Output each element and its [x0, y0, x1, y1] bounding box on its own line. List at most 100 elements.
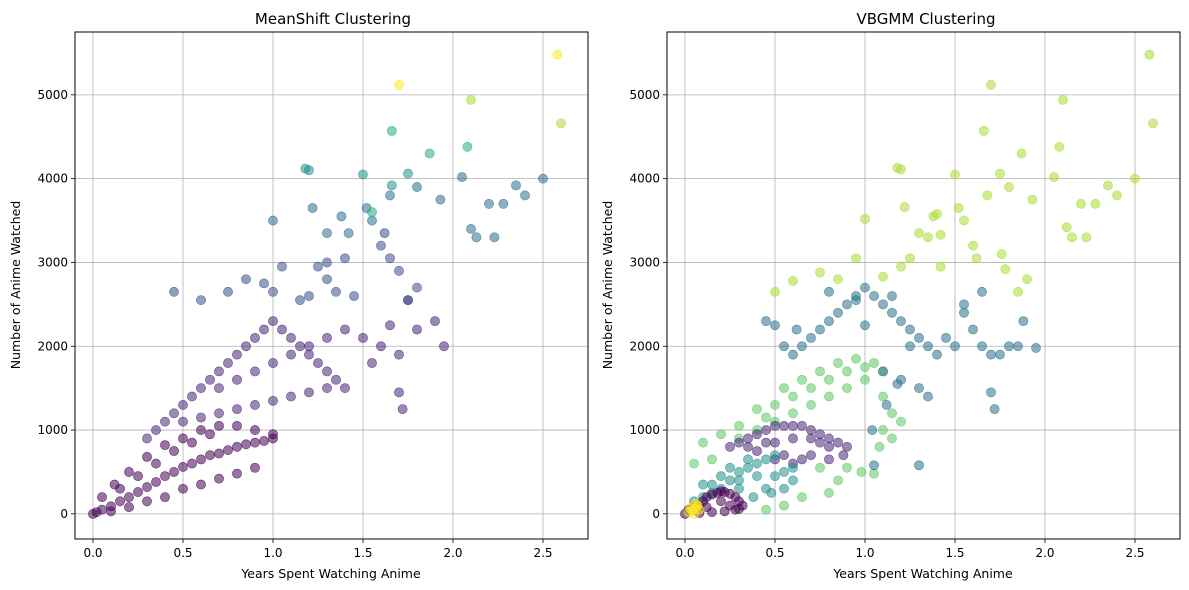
vbgmm-point-cluster-2 — [698, 479, 708, 490]
meanshift-point-cluster-0 — [124, 492, 134, 502]
vbgmm-point-cluster-2 — [752, 471, 762, 482]
vbgmm-point-cluster-6 — [896, 164, 906, 175]
vbgmm-y-label: Number of Anime Watched — [600, 201, 615, 370]
meanshift-point-cluster-0 — [178, 483, 188, 494]
vbgmm-point-cluster-1 — [842, 441, 852, 452]
vbgmm-point-cluster-1 — [779, 450, 789, 461]
vbgmm-title: VBGMM Clustering — [857, 10, 996, 28]
meanshift-y-tick-label: 5000 — [37, 88, 68, 102]
vbgmm-point-cluster-5 — [959, 307, 969, 318]
meanshift-points — [88, 49, 566, 519]
meanshift-point-cluster-2 — [322, 257, 332, 268]
vbgmm-point-cluster-1 — [734, 437, 744, 448]
vbgmm-point-cluster-6 — [833, 274, 843, 285]
meanshift-point-cluster-0 — [259, 436, 269, 446]
meanshift-point-cluster-5 — [386, 125, 397, 136]
vbgmm-point-cluster-3 — [734, 503, 744, 514]
vbgmm-x-tick-label: 1.5 — [945, 546, 964, 560]
vbgmm-point-cluster-4 — [690, 498, 701, 509]
vbgmm-point-cluster-1 — [815, 429, 825, 440]
vbgmm-point-cluster-0 — [698, 437, 708, 448]
vbgmm-point-cluster-0 — [887, 433, 897, 444]
meanshift-grid — [75, 32, 588, 539]
meanshift-point-cluster-1 — [313, 358, 323, 368]
meanshift-point-cluster-6 — [466, 94, 476, 105]
meanshift-point-cluster-0 — [196, 454, 206, 465]
vbgmm-point-cluster-0 — [806, 400, 816, 410]
meanshift-point-cluster-0 — [115, 496, 125, 507]
vbgmm-point-cluster-6 — [914, 228, 924, 239]
vbgmm-point-cluster-6 — [982, 190, 993, 201]
vbgmm-point-cluster-2 — [779, 467, 789, 477]
meanshift-point-cluster-2 — [277, 261, 287, 272]
meanshift-point-cluster-1 — [304, 387, 314, 398]
meanshift-point-cluster-0 — [160, 440, 170, 451]
vbgmm-grid — [667, 32, 1180, 539]
vbgmm-point-cluster-5 — [977, 286, 987, 297]
vbgmm-point-cluster-1 — [743, 433, 753, 444]
vbgmm-point-cluster-6 — [1081, 232, 1092, 243]
meanshift-y-tick-label: 1000 — [37, 423, 68, 437]
vbgmm-point-cluster-1 — [838, 450, 849, 461]
meanshift-point-cluster-1 — [331, 374, 341, 385]
vbgmm-point-cluster-2 — [707, 479, 717, 490]
meanshift-point-cluster-1 — [385, 320, 395, 331]
vbgmm-point-cluster-5 — [860, 282, 870, 293]
meanshift-point-cluster-2 — [259, 278, 269, 289]
vbgmm-point-cluster-1 — [743, 441, 753, 452]
vbgmm-point-cluster-6 — [968, 240, 978, 251]
vbgmm-point-cluster-2 — [788, 475, 798, 486]
meanshift-point-cluster-4 — [386, 180, 397, 191]
meanshift-point-cluster-0 — [142, 482, 152, 492]
meanshift-point-cluster-2 — [223, 286, 233, 297]
meanshift-point-cluster-0 — [205, 429, 215, 440]
vbgmm-point-cluster-6 — [1049, 172, 1059, 182]
meanshift-point-cluster-2 — [331, 286, 341, 297]
vbgmm-point-cluster-5 — [941, 332, 951, 343]
vbgmm-point-cluster-6 — [1144, 49, 1155, 60]
meanshift-point-cluster-1 — [430, 316, 440, 327]
meanshift-point-cluster-0 — [178, 462, 188, 472]
vbgmm-point-cluster-2 — [725, 462, 735, 473]
vbgmm-y-ticks: 0 1000 2000 3000 4000 5000 — [629, 88, 667, 521]
vbgmm-point-cluster-1 — [806, 450, 816, 461]
meanshift-point-cluster-6 — [556, 118, 566, 129]
meanshift-point-cluster-0 — [196, 479, 206, 490]
vbgmm-point-cluster-0 — [856, 467, 867, 477]
vbgmm-point-cluster-6 — [1103, 180, 1113, 191]
meanshift-point-cluster-1 — [178, 400, 188, 410]
meanshift-point-cluster-1 — [394, 349, 404, 360]
meanshift-point-cluster-1 — [268, 316, 278, 327]
meanshift-point-cluster-1 — [241, 341, 251, 352]
vbgmm-point-cluster-5 — [986, 387, 996, 398]
vbgmm-point-cluster-5 — [878, 366, 888, 377]
meanshift-point-cluster-1 — [232, 349, 242, 360]
meanshift-point-cluster-1 — [214, 366, 224, 377]
vbgmm-point-cluster-2 — [752, 458, 762, 469]
meanshift-point-cluster-0 — [214, 473, 224, 484]
vbgmm-y-tick-label: 3000 — [629, 255, 660, 269]
meanshift-point-cluster-1 — [259, 324, 269, 335]
meanshift-y-tick-label: 0 — [60, 507, 68, 521]
meanshift-point-cluster-5 — [367, 207, 377, 218]
vbgmm-point-cluster-1 — [788, 420, 798, 431]
vbgmm-point-cluster-6 — [1148, 118, 1158, 129]
vbgmm-point-cluster-5 — [905, 341, 915, 352]
vbgmm-point-cluster-0 — [815, 366, 825, 377]
meanshift-point-cluster-2 — [403, 295, 413, 306]
vbgmm-point-cluster-5 — [860, 320, 870, 331]
vbgmm-point-cluster-1 — [824, 433, 834, 444]
vbgmm-point-cluster-6 — [1027, 194, 1038, 205]
vbgmm-point-cluster-6 — [923, 232, 933, 243]
meanshift-point-cluster-1 — [142, 433, 152, 444]
meanshift-point-cluster-2 — [169, 286, 179, 297]
meanshift-x-tick-label: 2.5 — [533, 546, 552, 560]
meanshift-point-cluster-1 — [232, 404, 242, 415]
vbgmm-point-cluster-6 — [950, 169, 960, 180]
vbgmm-point-cluster-0 — [860, 362, 870, 373]
vbgmm-point-cluster-5 — [824, 286, 834, 297]
vbgmm-point-cluster-6 — [1013, 286, 1023, 297]
meanshift-point-cluster-0 — [232, 468, 242, 479]
meanshift-point-cluster-2 — [268, 286, 278, 297]
